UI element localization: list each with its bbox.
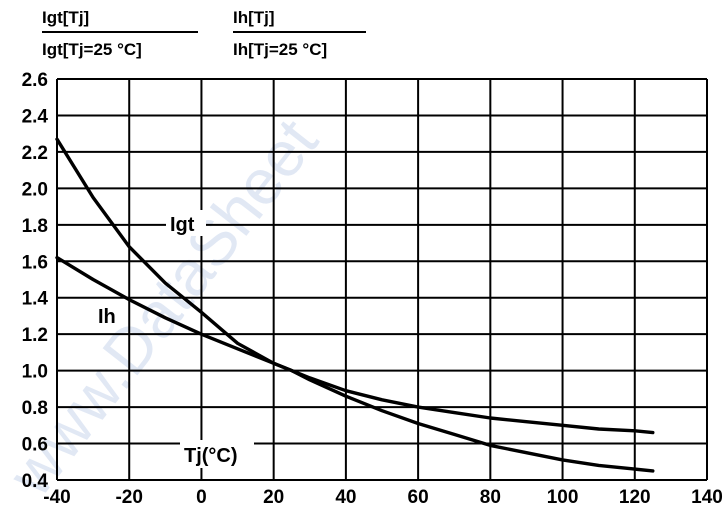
y-tick-label: 0.4 <box>22 471 49 492</box>
x-tick-label: 40 <box>335 487 356 508</box>
y-tick-label: 1.4 <box>22 289 49 310</box>
x-axis-label: Tj(°C) <box>184 445 238 467</box>
y-axis-header: Igt[Tj] Igt[Tj=25 °C] Ih[Tj] Ih[Tj=25 °C… <box>42 8 366 59</box>
y-tick-label: 0.8 <box>22 398 48 419</box>
y-tick-label: 1.6 <box>22 252 48 273</box>
watermark-text: www.DataSheet <box>0 105 332 508</box>
data-curves <box>55 137 655 473</box>
series-line-igt <box>55 137 655 473</box>
y-tick-label: 2.0 <box>22 179 48 200</box>
ih-label-mask <box>95 302 123 328</box>
x-tick-labels: -40 -20 0 20 40 60 80 100 120 140 <box>43 487 723 508</box>
y-tick-label: 1.2 <box>22 325 48 346</box>
igt-ratio-denominator: Igt[Tj=25 °C] <box>42 40 142 59</box>
x-tick-label: 60 <box>408 487 429 508</box>
y-tick-labels: 2.6 2.4 2.2 2.0 1.8 1.6 1.4 1.2 1.0 0.8 0.6 0.4 <box>22 70 49 492</box>
y-tick-label: 1.8 <box>22 216 48 237</box>
grid-lines <box>56 78 708 481</box>
x-tick-label: 100 <box>547 487 579 508</box>
series-label-igt: Igt <box>170 214 195 236</box>
igt-ratio-numerator: Igt[Tj] <box>42 8 89 27</box>
y-tick-label: 2.6 <box>22 70 48 91</box>
y-tick-label: 0.6 <box>22 435 48 456</box>
x-tick-label: -20 <box>115 487 142 508</box>
y-tick-label: 2.4 <box>22 106 49 127</box>
x-tick-label: -40 <box>43 487 70 508</box>
y-tick-label: 2.2 <box>22 143 48 164</box>
series-line-ih <box>55 255 655 435</box>
x-tick-label: 20 <box>263 487 284 508</box>
ih-ratio-numerator: Ih[Tj] <box>233 8 275 27</box>
x-tick-label: 80 <box>480 487 501 508</box>
xlabel-mask <box>180 440 254 468</box>
igt-label-mask <box>166 210 206 236</box>
x-tick-label: 140 <box>691 487 723 508</box>
ih-ratio-denominator: Ih[Tj=25 °C] <box>233 40 327 59</box>
x-tick-label: 120 <box>619 487 651 508</box>
series-label-ih: Ih <box>98 306 116 328</box>
x-tick-label: 0 <box>196 487 207 508</box>
y-tick-label: 1.0 <box>22 362 48 383</box>
